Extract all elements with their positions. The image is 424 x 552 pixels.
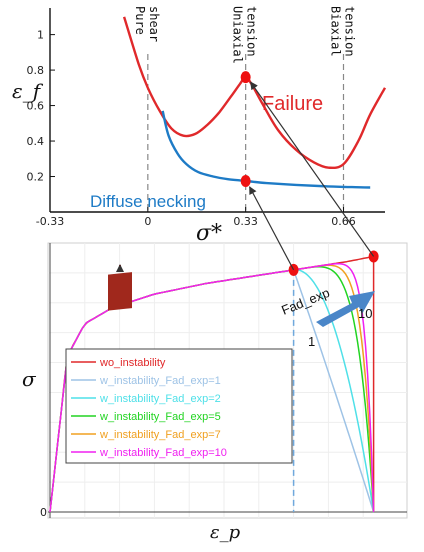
bottom-ylabel: σ: [22, 367, 37, 391]
fad-exp-10-label: 10: [358, 306, 372, 321]
y-tick-label: 0.4: [27, 135, 45, 148]
connector-arrow: [249, 186, 295, 271]
top-ylabel: ε_f: [12, 79, 44, 103]
legend-label: w_instability_Fad_exp=1: [99, 375, 221, 387]
reference-label: tension: [342, 6, 356, 57]
legend-box: [65, 348, 293, 464]
y-tick-label: 0.8: [27, 64, 45, 77]
reference-label: shear: [147, 6, 161, 42]
y-tick-label: 0.6: [27, 100, 45, 113]
fad-exp-label: Fad_exp: [279, 285, 332, 318]
bottom-chart: 0 σ ε_p Fad_exp 10 1 wo_instability w_ins…: [22, 242, 408, 543]
legend-label: w_instability_Fad_exp=5: [99, 411, 221, 423]
y-tick-label: 0.2: [27, 171, 45, 184]
connector-arrows: [249, 81, 375, 271]
connector-arrow: [250, 81, 375, 257]
y-tick-label: 1: [37, 29, 44, 42]
x-tick-label: 0.66: [331, 215, 356, 228]
fad-exp-arrow: [316, 291, 375, 327]
bottom-origin-tick: 0: [40, 506, 47, 519]
legend-label: w_instability_Fad_exp=2: [99, 393, 221, 405]
legend: wo_instability w_instability_Fad_exp=1 w_i…: [65, 348, 293, 464]
x-tick-label: 0: [144, 215, 151, 228]
failure-label: Failure: [262, 93, 323, 115]
reference-label: Uniaxial: [231, 6, 245, 64]
reference-label: Biaxial: [328, 6, 342, 57]
legend-label: w_instability_Fad_exp=7: [99, 429, 221, 441]
legend-label: wo_instability: [99, 357, 166, 369]
series-line: [161, 110, 371, 189]
legend-label: w_instability_Fad_exp=10: [99, 447, 227, 459]
marker-point: [240, 71, 251, 84]
top-xlabel: σ*: [196, 221, 222, 246]
fad-exp-1-label: 1: [308, 334, 315, 349]
bottom-plot-frame: [47, 242, 408, 519]
x-tick-label: 0.33: [233, 215, 258, 228]
marker-point: [240, 174, 251, 187]
x-tick-label: -0.33: [36, 215, 64, 228]
diffuse-necking-label: Diffuse necking: [90, 192, 206, 211]
specimen-icon: [108, 272, 132, 311]
reference-label: Pure: [133, 6, 147, 35]
bottom-xlabel: ε_p: [210, 522, 241, 543]
top-chart: Pure shear Uniaxial tension Biaxial tension 0…: [12, 6, 387, 246]
reference-label: tension: [245, 6, 259, 57]
